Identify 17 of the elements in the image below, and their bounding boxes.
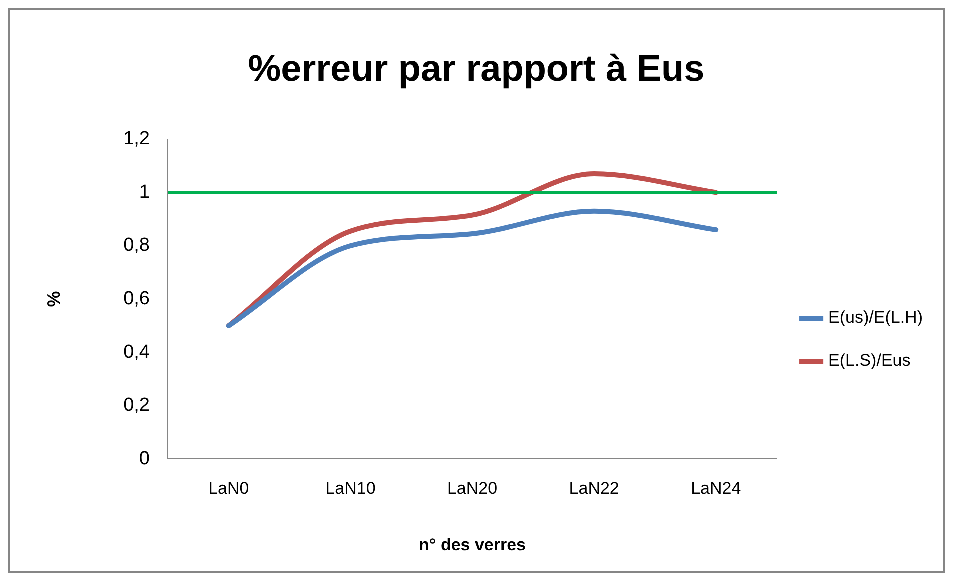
- y-axis-title: %: [44, 291, 64, 308]
- x-axis-title: n° des verres: [419, 535, 526, 554]
- x-tick-label: LaN0: [208, 479, 250, 498]
- x-tick-label: LaN22: [569, 479, 620, 498]
- legend-label: E(L.S)/Eus: [828, 351, 911, 370]
- x-tick-label: LaN20: [447, 479, 498, 498]
- y-tick-label: 0,4: [124, 342, 150, 363]
- y-tick-label: 1: [139, 182, 150, 203]
- y-tick-label: 0,8: [124, 235, 150, 256]
- y-tick-label: 0: [139, 448, 150, 470]
- legend-label: E(us)/E(L.H): [828, 308, 924, 328]
- y-tick-label: 0,6: [124, 288, 150, 310]
- x-tick-label: LaN10: [326, 479, 376, 498]
- y-tick-label: 1,2: [124, 128, 150, 150]
- chart-title: %erreur par rapport à Eus: [247, 48, 706, 90]
- x-tick-label: LaN24: [691, 479, 742, 498]
- y-tick-label: 0,2: [124, 395, 150, 416]
